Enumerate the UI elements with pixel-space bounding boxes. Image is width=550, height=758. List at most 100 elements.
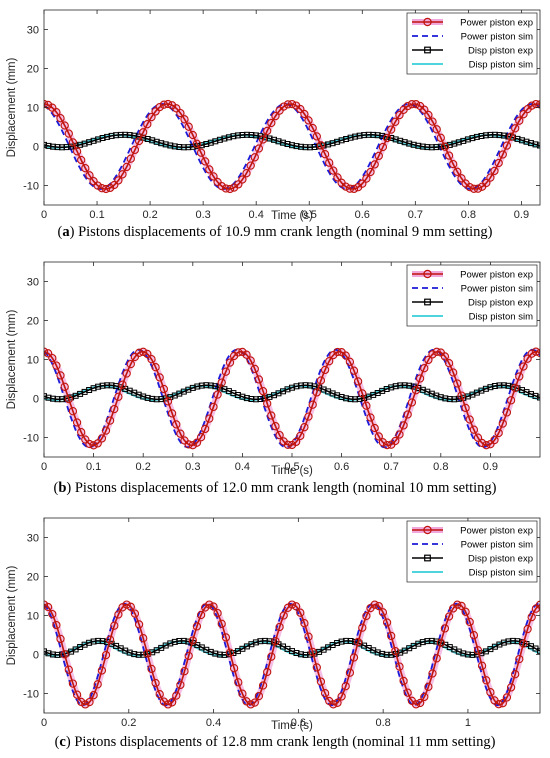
power-exp-point <box>114 392 123 401</box>
power-exp-point <box>254 691 264 701</box>
x-axis-label: Time (s) <box>271 720 313 732</box>
power-exp-point <box>163 99 173 109</box>
power-exp-point <box>300 423 309 432</box>
y-tick-label: 30 <box>27 277 39 289</box>
x-axis-label: Time (s) <box>271 210 313 222</box>
power-exp-point <box>110 180 119 190</box>
power-exp-point <box>267 411 276 420</box>
power-exp-point <box>407 100 417 109</box>
power-exp-point <box>139 128 148 137</box>
power-exp-point <box>246 161 255 170</box>
power-exp-point <box>387 125 396 134</box>
power-exp-point <box>374 601 383 611</box>
power-exp-point <box>511 383 520 393</box>
power-exp-point <box>395 110 404 120</box>
power-exp-point <box>469 425 479 434</box>
plot-area <box>44 99 540 194</box>
x-axis-label: Time (s) <box>271 465 313 477</box>
power-exp-point <box>527 349 536 358</box>
power-exp-point <box>366 167 375 177</box>
power-exp-point <box>205 165 214 174</box>
x-tick-label: 0.6 <box>355 209 370 221</box>
power-exp-point <box>494 428 503 438</box>
power-exp-point <box>89 177 98 186</box>
plot-area <box>44 347 540 450</box>
power-exp-point <box>238 347 247 357</box>
power-exp-point <box>234 678 243 687</box>
chart-b: -10 0 10 20 30 0 0.1 0.2 0.3 0.4 0.5 0.6 0.7 0.8 0.9 Ti… <box>6 261 541 477</box>
power-exp-point <box>316 141 326 150</box>
power-exp-point <box>263 667 272 677</box>
power-exp-point <box>382 440 392 450</box>
legend-marker <box>424 46 431 54</box>
legend-power-piston-exp: Power piston exp <box>460 270 533 281</box>
legend-power-piston-sim: Power piston sim <box>461 284 533 295</box>
power-exp-point <box>254 375 264 384</box>
power-exp-point <box>122 369 131 378</box>
power-exp-point <box>403 410 412 419</box>
power-exp-point <box>201 157 210 166</box>
power-exp-point <box>287 99 297 109</box>
power-exp-point <box>159 100 169 109</box>
legend-disp-piston-exp: Disp piston exp <box>468 298 533 309</box>
power-exp-point <box>527 612 536 622</box>
power-exp-point <box>143 120 152 129</box>
power-exp-point <box>77 428 86 437</box>
power-exp-point <box>490 166 499 176</box>
disp-exp-point <box>537 394 540 401</box>
power-exp-point <box>477 438 487 448</box>
power-exp-point <box>341 182 350 191</box>
x-tick-label: 0.7 <box>408 209 423 221</box>
power-exp-point <box>296 104 305 114</box>
power-exp-point <box>77 155 86 165</box>
power-exp-point <box>68 679 78 688</box>
power-exp-point <box>105 416 115 425</box>
power-exp-point <box>316 677 326 686</box>
power-exp-point <box>341 351 350 360</box>
power-exp-point <box>275 430 284 440</box>
power-exp-point <box>312 663 321 672</box>
power-exp-point <box>349 184 359 194</box>
x-tick-label: 0 <box>41 717 47 729</box>
power-exp-point <box>85 439 94 449</box>
power-exp-point <box>358 389 367 398</box>
power-exp-point <box>130 145 140 155</box>
power-exp-point <box>77 697 86 707</box>
legend-marker <box>423 17 432 27</box>
x-tick-label: 0.4 <box>249 209 264 221</box>
power-exp-point <box>535 100 540 109</box>
power-exp-point <box>81 435 90 444</box>
power-exp-point <box>68 407 78 416</box>
power-exp-point <box>436 638 445 647</box>
power-exp-point <box>395 430 404 439</box>
power-exp-point <box>101 426 111 435</box>
power-exp-point <box>523 354 532 363</box>
y-tick-label: 10 <box>27 355 39 367</box>
power-exp-point <box>535 600 540 609</box>
power-exp-point <box>296 431 305 441</box>
power-exp-point <box>279 611 288 620</box>
caption-c: (c) Pistons displacements of 12.8 mm cra… <box>54 734 496 750</box>
power-exp-point <box>250 153 259 162</box>
x-tick-label: 0.8 <box>375 717 390 729</box>
power-exp-point <box>424 110 433 120</box>
x-tick-label: 0 <box>41 461 47 473</box>
power-exp-point <box>221 633 231 642</box>
power-exp-point <box>97 184 107 193</box>
caption-c-letter: c <box>59 734 66 750</box>
power-exp-point <box>523 624 532 634</box>
x-tick-label: 0.3 <box>195 209 210 221</box>
power-exp-point <box>279 102 288 111</box>
power-exp-point <box>267 652 276 661</box>
power-exp-point <box>449 368 458 377</box>
power-exp-point <box>362 174 371 183</box>
power-exp-point <box>502 408 512 417</box>
power-exp-point <box>469 184 479 193</box>
power-exp-point <box>225 648 235 657</box>
power-exp-point <box>213 390 222 399</box>
power-exp-point <box>304 116 313 125</box>
power-exp-point <box>60 121 69 130</box>
power-exp-point <box>440 142 450 151</box>
power-exp-point <box>263 399 272 408</box>
power-exp-point <box>147 355 156 364</box>
